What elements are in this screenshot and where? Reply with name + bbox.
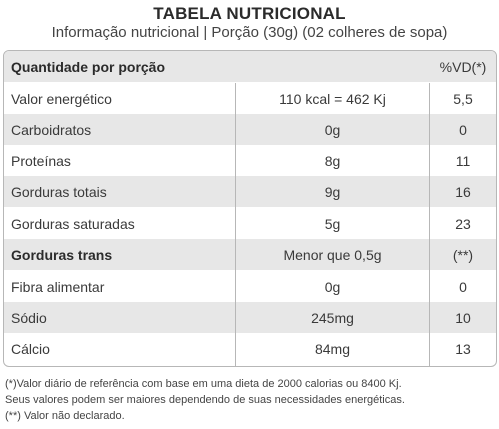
table-row: Gorduras totais 9g 16 xyxy=(4,176,496,207)
header-vd-label: %VD(*) xyxy=(439,58,487,75)
nutrient-name: Cálcio xyxy=(11,340,50,357)
nutrient-name: Gorduras saturadas xyxy=(11,215,135,232)
nutrient-quantity: 84mg xyxy=(314,340,351,357)
nutrient-vd: 11 xyxy=(455,152,471,169)
nutrient-quantity: 9g xyxy=(324,183,341,200)
nutrient-vd: 13 xyxy=(455,340,471,357)
table-row: Fibra alimentar 0g 0 xyxy=(4,271,496,302)
nutrient-vd: 10 xyxy=(455,309,471,326)
nutrient-vd: 0 xyxy=(459,121,467,138)
nutrient-quantity: 0g xyxy=(324,121,341,138)
nutrient-quantity: 5g xyxy=(324,215,341,232)
nutrition-table: Quantidade por porção %VD(*) Valor energ… xyxy=(3,50,497,367)
table-row: Sódio 245mg 10 xyxy=(4,302,496,333)
footnote-not-declared: (**) Valor não declarado. xyxy=(5,410,125,422)
nutrient-name: Gorduras totais xyxy=(11,183,107,200)
nutrient-name: Proteínas xyxy=(11,152,71,169)
nutrient-quantity: 245mg xyxy=(311,309,354,326)
serving-info: Informação nutricional | Porção (30g) (0… xyxy=(51,24,448,41)
column-divider xyxy=(235,83,236,366)
footnote-energy-needs: Seus valores podem ser maiores dependend… xyxy=(5,394,405,406)
page-title: TABELA NUTRICIONAL xyxy=(153,4,346,23)
nutrient-quantity: 0g xyxy=(324,278,341,295)
nutrient-quantity: 110 kcal = 462 Kj xyxy=(279,90,386,107)
nutrient-quantity: 8g xyxy=(324,152,341,169)
nutrient-vd: (**) xyxy=(452,246,474,263)
table-row: Proteínas 8g 11 xyxy=(4,145,496,176)
nutrient-name: Sódio xyxy=(11,309,47,326)
nutrient-name: Carboidratos xyxy=(11,121,92,138)
header-quantity-label: Quantidade por porção xyxy=(11,58,166,75)
footnotes: (*)Valor diário de referência com base e… xyxy=(5,376,495,424)
table-row: Carboidratos 0g 0 xyxy=(4,114,496,145)
nutrient-name: Fibra alimentar xyxy=(11,278,105,295)
nutrient-vd: 23 xyxy=(455,215,471,232)
nutrient-vd: 16 xyxy=(455,183,471,200)
nutrient-name: Valor energético xyxy=(11,90,112,107)
nutrient-quantity: Menor que 0,5g xyxy=(283,246,382,263)
nutrient-vd: 5,5 xyxy=(453,90,473,107)
table-row: Cálcio 84mg 13 xyxy=(4,333,496,364)
nutrient-name: Gorduras trans xyxy=(11,246,113,263)
table-header-row: Quantidade por porção %VD(*) xyxy=(4,51,496,82)
footnote-reference-diet: (*)Valor diário de referência com base e… xyxy=(5,378,402,390)
column-divider xyxy=(429,83,430,366)
table-row: Gorduras trans Menor que 0,5g (**) xyxy=(4,239,496,270)
table-row: Gorduras saturadas 5g 23 xyxy=(4,208,496,239)
table-row: Valor energético 110 kcal = 462 Kj 5,5 xyxy=(4,83,496,114)
nutrient-vd: 0 xyxy=(459,278,467,295)
